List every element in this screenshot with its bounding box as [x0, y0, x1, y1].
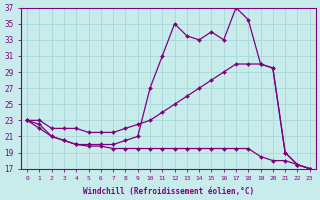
X-axis label: Windchill (Refroidissement éolien,°C): Windchill (Refroidissement éolien,°C) — [83, 187, 254, 196]
